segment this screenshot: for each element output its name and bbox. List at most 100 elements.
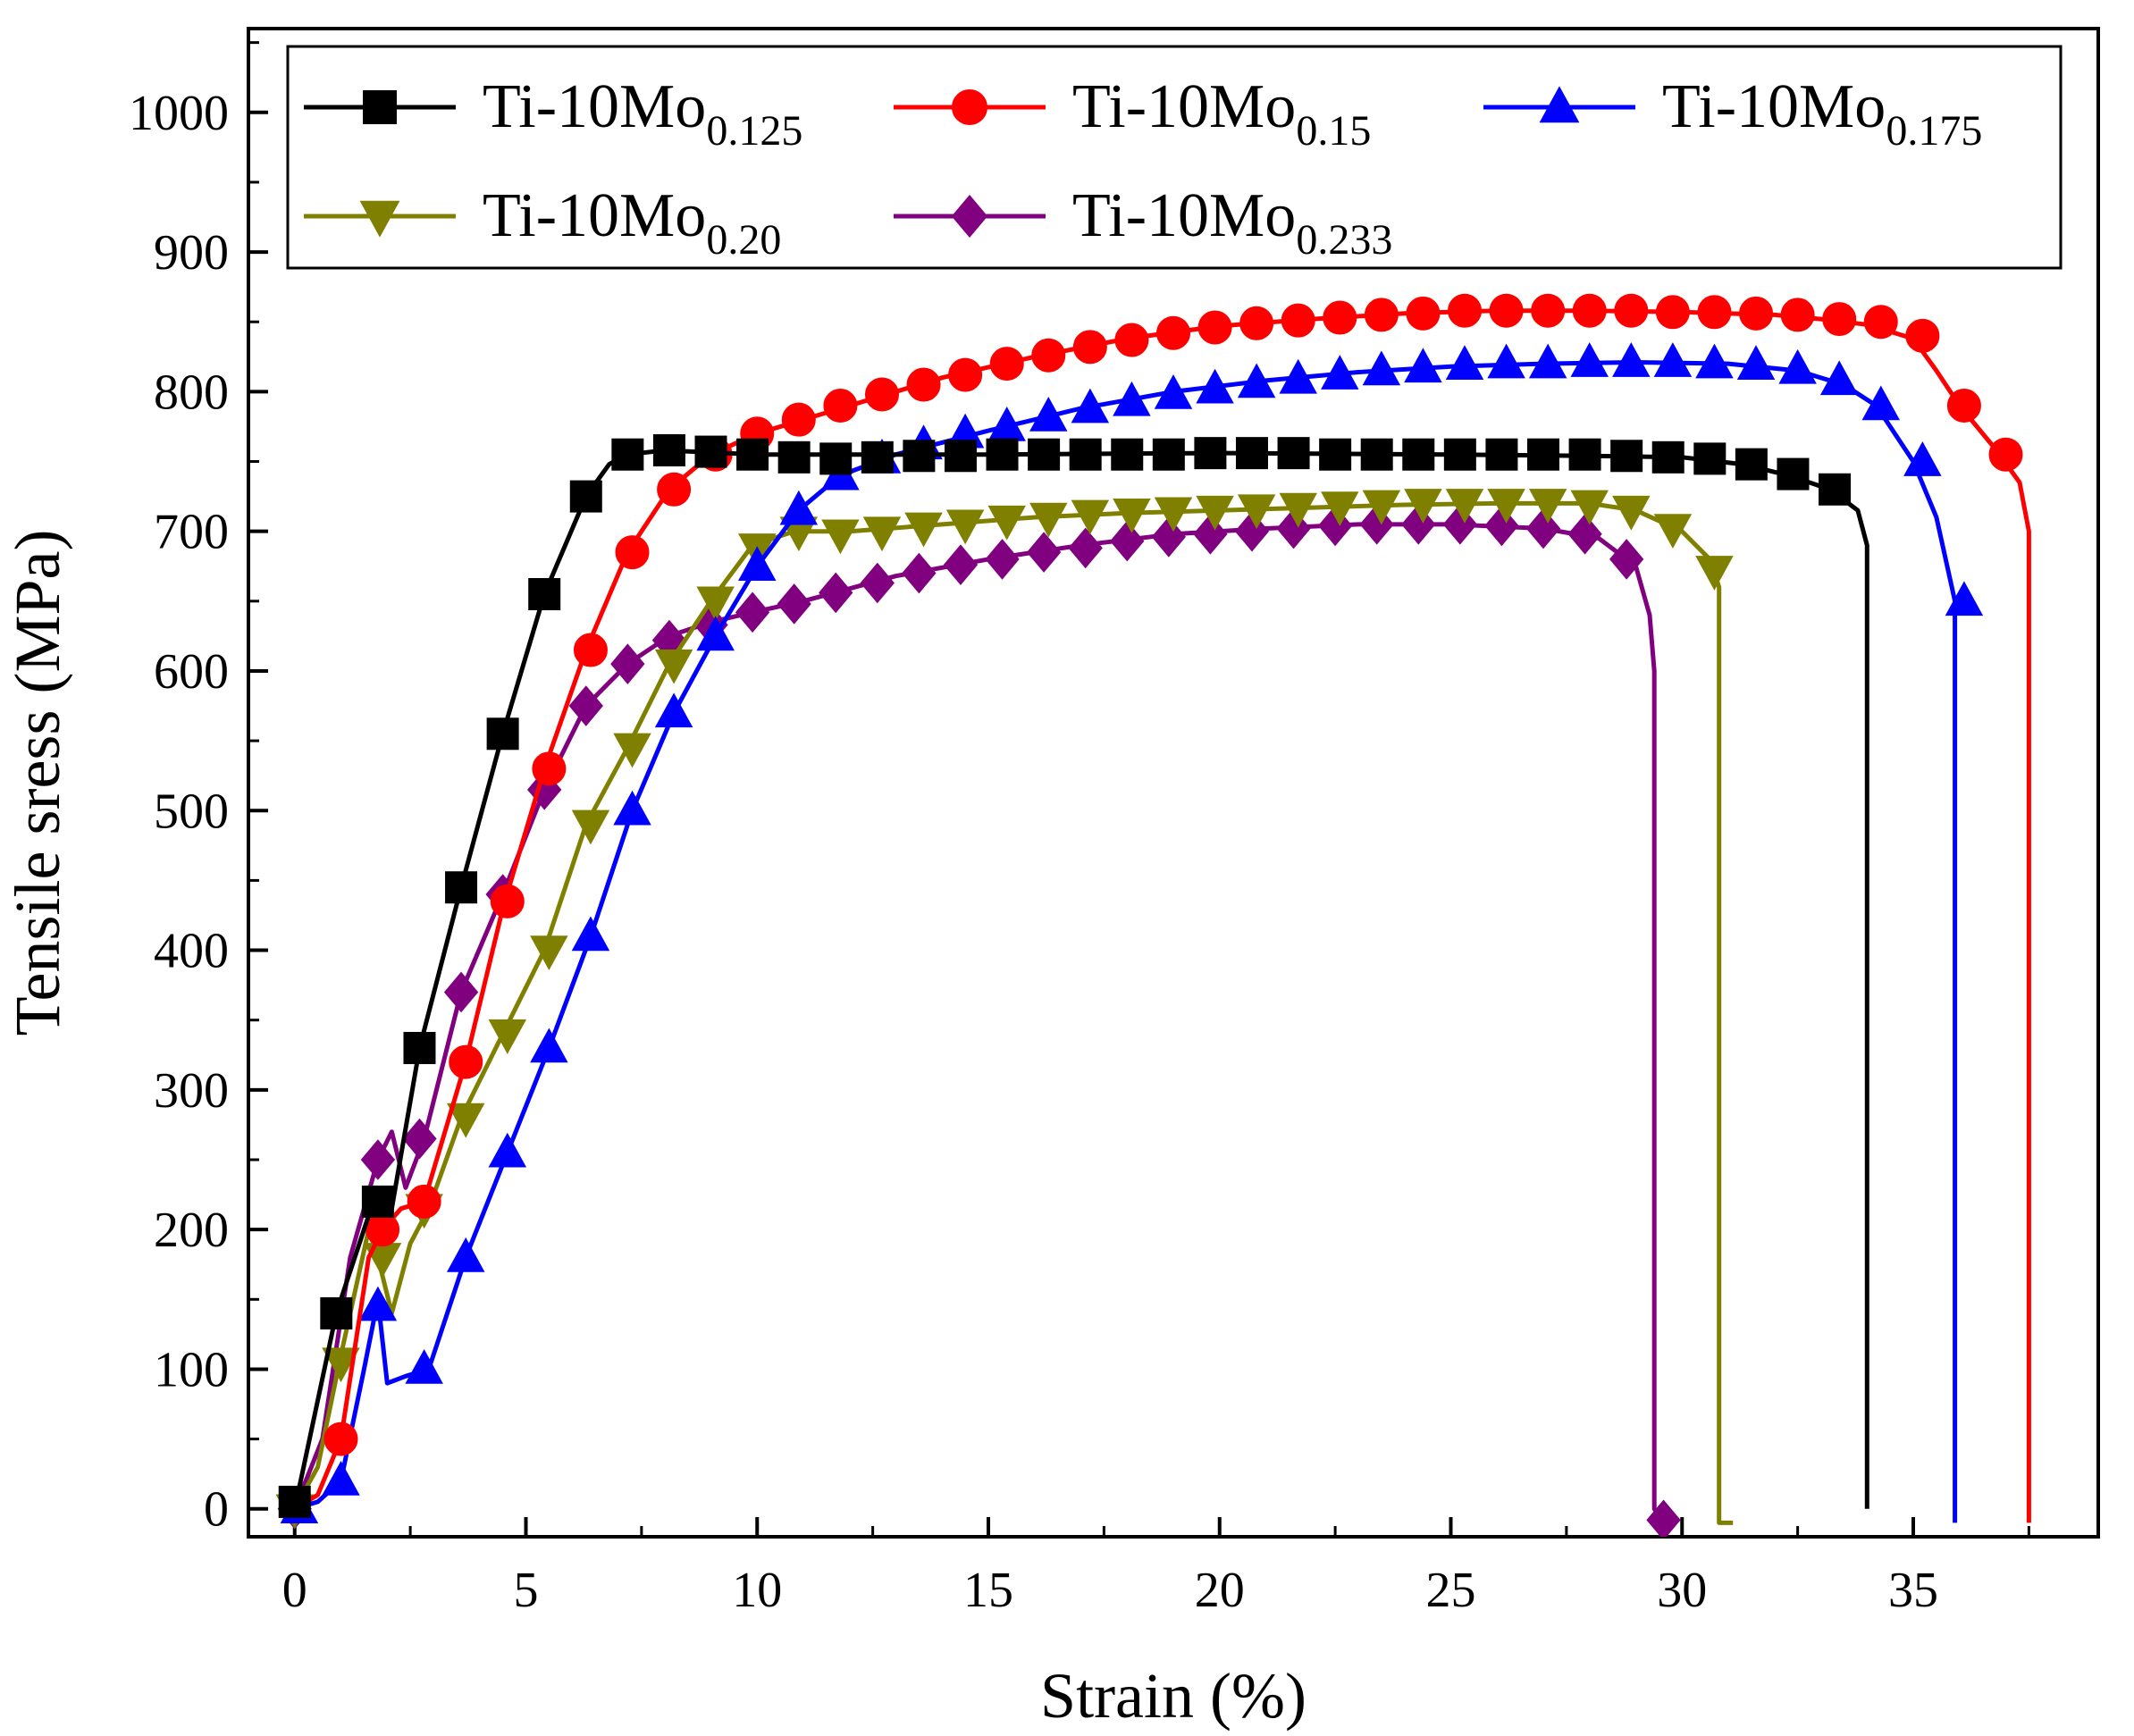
series-0.15 xyxy=(293,293,2031,1523)
triangle-down-marker xyxy=(1113,499,1151,533)
circle-marker xyxy=(1197,310,1232,345)
triangle-up-marker xyxy=(405,1348,443,1384)
circle-marker xyxy=(1739,296,1774,331)
square-marker xyxy=(1610,440,1643,473)
circle-marker xyxy=(1406,296,1441,331)
triangle-up-marker xyxy=(1404,348,1442,383)
triangle-up-marker xyxy=(1861,385,1901,421)
legend-label: Ti-10Mo0.15 xyxy=(1072,72,1371,155)
series-0.20 xyxy=(275,489,1734,1530)
triangle-down-marker xyxy=(696,586,735,622)
triangle-down-marker xyxy=(1029,502,1068,538)
diamond-marker xyxy=(735,591,770,633)
triangle-up-marker xyxy=(613,790,651,826)
y-tick-label: 900 xyxy=(154,225,229,281)
square-marker xyxy=(1693,442,1727,475)
triangle-down-marker xyxy=(1653,514,1693,549)
square-marker xyxy=(861,440,894,474)
y-tick-label: 200 xyxy=(154,1203,229,1258)
triangle-up-marker xyxy=(1612,342,1651,377)
triangle-up-marker xyxy=(571,916,610,952)
circle-marker xyxy=(365,1212,400,1247)
legend-box xyxy=(286,45,2063,270)
circle-marker xyxy=(1572,293,1607,328)
series-0.125 xyxy=(278,434,1869,1518)
square-marker xyxy=(528,578,561,610)
circle-marker xyxy=(989,347,1024,382)
square-marker xyxy=(1443,438,1476,471)
triangle-up-marker xyxy=(1736,345,1776,380)
legend-entry: Ti-10Mo0.20 xyxy=(304,181,781,264)
series-line xyxy=(292,522,1666,1524)
triangle-up-marker xyxy=(1945,581,1984,616)
square-marker xyxy=(611,438,644,471)
x-tick-label: 0 xyxy=(282,1563,307,1618)
triangle-up-marker xyxy=(1279,358,1317,394)
square-marker xyxy=(944,440,977,473)
square-marker xyxy=(1819,473,1852,506)
triangle-down-marker xyxy=(1528,489,1567,524)
square-marker xyxy=(1735,448,1768,481)
diamond-marker xyxy=(443,971,479,1013)
triangle-down-marker xyxy=(945,509,985,545)
triangle-down-marker xyxy=(821,519,860,555)
diamond-marker xyxy=(1567,513,1602,555)
triangle-down-marker xyxy=(862,516,902,552)
triangle-down-marker xyxy=(987,505,1026,541)
circle-marker xyxy=(1323,300,1357,335)
circle-marker xyxy=(532,751,567,786)
circle-marker xyxy=(323,1422,358,1456)
triangle-up-marker xyxy=(1154,374,1193,409)
triangle-up-marker xyxy=(1819,360,1859,396)
x-tick-label: 30 xyxy=(1657,1563,1707,1618)
triangle-up-marker xyxy=(654,692,693,728)
square-marker xyxy=(278,1485,311,1518)
triangle-down-marker xyxy=(1196,495,1234,531)
square-marker xyxy=(777,440,811,474)
diamond-marker xyxy=(1151,516,1186,558)
circle-marker xyxy=(948,357,983,392)
square-marker xyxy=(736,438,769,471)
square-marker xyxy=(363,90,397,124)
triangle-up-marker xyxy=(1362,350,1401,386)
legend-entry: Ti-10Mo0.175 xyxy=(1483,72,1982,155)
x-axis-title: Strain (%) xyxy=(1040,1660,1306,1732)
legend-label: Ti-10Mo0.125 xyxy=(483,72,802,155)
triangle-down-marker xyxy=(1570,490,1609,525)
series-0.233 xyxy=(277,504,1681,1537)
diamond-marker xyxy=(1026,532,1062,573)
circle-marker xyxy=(407,1184,441,1219)
circle-marker xyxy=(1072,330,1107,365)
triangle-down-marker xyxy=(1237,494,1276,530)
diamond-marker xyxy=(777,583,811,625)
circle-marker xyxy=(1489,293,1524,328)
circle-marker xyxy=(1114,323,1149,357)
y-tick-labels: 0 100 200 300 400 500 600 700 800 900 1000 xyxy=(129,86,229,1538)
square-marker xyxy=(1402,438,1435,471)
axis-ticks xyxy=(248,41,2030,1537)
triangle-down-marker xyxy=(613,733,651,768)
triangle-up-marker xyxy=(1653,342,1693,377)
circle-marker xyxy=(952,89,987,125)
diamond-marker xyxy=(1525,507,1561,549)
circle-marker xyxy=(490,884,525,918)
y-axis-title: Tensile sress (MPa) xyxy=(2,530,73,1036)
legend-label: Ti-10Mo0.233 xyxy=(1072,181,1392,264)
y-tick-label: 100 xyxy=(154,1342,229,1397)
circle-marker xyxy=(1448,293,1483,328)
diamond-marker xyxy=(943,544,979,585)
triangle-down-marker xyxy=(1071,499,1110,535)
circle-marker xyxy=(823,389,858,423)
square-marker xyxy=(986,438,1019,471)
y-tick-label: 300 xyxy=(154,1063,229,1119)
circle-marker xyxy=(1697,295,1732,330)
square-marker xyxy=(1111,438,1144,471)
y-tick-label: 0 xyxy=(204,1482,229,1538)
triangle-up-marker xyxy=(696,616,735,651)
triangle-down-marker xyxy=(322,1347,360,1383)
square-marker xyxy=(320,1296,353,1329)
diamond-marker xyxy=(902,552,937,594)
circle-marker xyxy=(1364,298,1399,332)
circle-marker xyxy=(1946,389,1981,423)
